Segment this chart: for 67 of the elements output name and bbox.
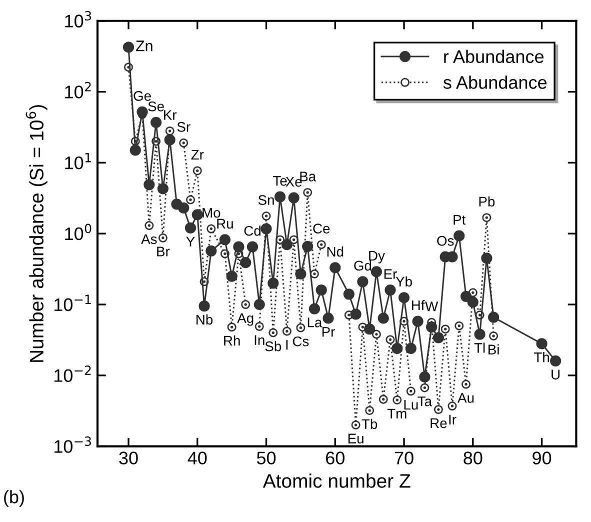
y-axis-title: Number abundance (Si = 10$^{6}$) [26,105,48,362]
annotation: Pr [322,327,335,337]
annotation: Bi [488,344,499,354]
annotation: Ba [300,172,316,182]
annotation: Th [534,352,549,362]
annotation: Se [148,101,164,112]
y-tick-label: 10$^{3}$ [65,10,92,28]
annotation: Te [273,176,287,186]
annotation: As [141,234,157,244]
annotation: Kr [164,110,177,120]
annotation: Os [437,236,454,246]
annotation: Eu [348,434,364,444]
annotation: Pt [454,215,466,225]
annotation: Br [157,246,170,256]
x-tick-label: 80 [464,452,482,464]
annotation: Tm [387,408,406,418]
annotation: W [425,302,438,312]
annotation: Zr [191,150,204,160]
annotation: Cs [292,336,309,346]
y-tick-label: 10$^{1}$ [65,152,91,170]
annotation: Ag [237,313,254,326]
annotation: U [552,370,560,380]
annotation: Sr [177,122,190,132]
annotation: Yb [396,276,412,287]
annotation: Zn [136,40,152,52]
annotation: Er [384,269,397,279]
annotation: Ce [313,224,330,234]
x-axis-title: Atomic number Z [262,474,410,488]
annotation: Rh [224,335,240,346]
annotation: Nd [327,246,344,257]
y-tick-label: 10$^{−2}$ [54,366,91,382]
annotation: Sb [265,341,282,352]
x-tick-label: 70 [394,452,414,464]
annotation: Nb [196,314,213,325]
annotation: Ir [449,414,456,424]
annotation: Pb [479,196,495,207]
annotation: Sn [258,195,274,205]
x-tick-label: 50 [256,452,276,464]
legend-label: s Abundance [443,76,547,89]
annotation: Gd [354,260,372,271]
x-tick-label: 40 [188,452,207,464]
annotation: Ru [217,218,233,229]
annotation: Dy [369,250,385,264]
annotation: Ta [418,396,432,406]
x-tick-label: 60 [326,452,344,464]
annotation: Xe [286,177,302,187]
y-tick-label: 10$^{−3}$ [54,436,91,453]
annotation: Y [186,236,195,246]
annotation: La [308,318,322,328]
y-tick-label: 10$^{2}$ [65,82,91,98]
y-tick-label: 10$^{−1}$ [54,294,91,312]
y-tick-label: 10$^{0}$ [65,224,92,240]
annotation: Lu [404,400,418,410]
annotation: Hf [412,300,425,310]
x-tick-label: 30 [119,452,138,464]
annotation: Au [458,393,474,403]
annotation: Re [430,418,447,428]
annotation: Mo [202,208,220,218]
text: (b) [4,490,24,507]
annotation: I [286,340,288,350]
annotation: Cd [244,226,260,236]
annotation: In [254,335,264,345]
annotation: Tb [362,418,378,430]
annotation: Ge [134,91,151,101]
legend-label: r Abundance [444,50,544,64]
annotation: Tl [474,342,485,353]
x-tick-label: 90 [532,452,552,464]
